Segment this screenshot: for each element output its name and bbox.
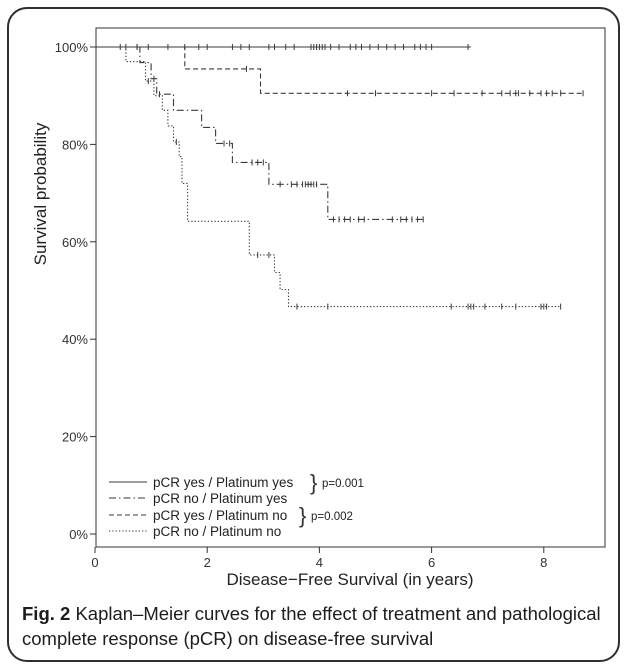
curve-pcr-no-platinum-no [95, 46, 561, 308]
x-tick-label: 8 [540, 555, 547, 570]
legend-label: pCR no / Platinum yes [153, 491, 288, 506]
y-tick-label: 80% [62, 137, 88, 152]
x-axis: 0 2 4 6 8 [91, 547, 547, 570]
legend-brace: } [310, 470, 317, 495]
x-tick-label: 4 [316, 555, 323, 570]
survival-curves [95, 44, 584, 310]
y-tick-label: 20% [62, 430, 88, 445]
y-axis: 0% 20% 40% 60% 80% 100% [55, 40, 96, 542]
curve-pcr-yes-platinum-no [95, 46, 584, 94]
plot-area-border [95, 27, 606, 548]
y-axis-title: Survival probability [31, 122, 50, 265]
y-tick-label: 100% [55, 40, 89, 55]
km-survival-chart: 0% 20% 40% 60% 80% 100% 0 2 4 6 8 pCR yes / Plati… [31, 27, 606, 589]
p-value-label: p=0.001 [322, 478, 364, 490]
x-tick-label: 2 [204, 555, 211, 570]
legend-label: pCR no / Platinum no [153, 524, 281, 539]
x-axis-title: Disease−Free Survival (in years) [226, 570, 473, 589]
caption-label: Fig. 2 [22, 603, 71, 624]
y-tick-label: 60% [62, 235, 88, 250]
legend-label: pCR yes / Platinum yes [153, 475, 294, 490]
figure-frame [7, 7, 620, 662]
caption-text: Kaplan–Meier curves for the effect of tr… [22, 603, 601, 649]
figure-caption: Fig. 2 Kaplan–Meier curves for the effec… [22, 601, 612, 651]
y-tick-label: 40% [62, 332, 88, 347]
curve-pcr-no-platinum-yes [95, 46, 424, 220]
p-value-label: p=0.002 [311, 511, 353, 523]
y-tick-label: 0% [69, 527, 88, 542]
legend-brace: } [299, 503, 306, 528]
x-tick-label: 0 [91, 555, 98, 570]
legend-label: pCR yes / Platinum no [153, 508, 287, 523]
x-tick-label: 6 [428, 555, 435, 570]
